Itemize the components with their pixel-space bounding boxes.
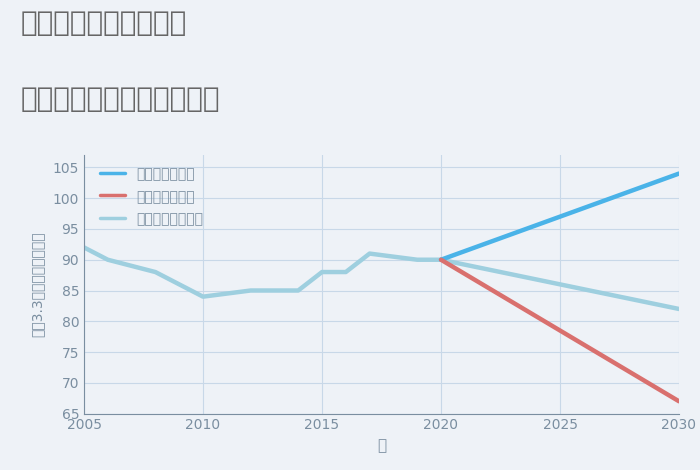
Text: 中古マンションの価格推移: 中古マンションの価格推移 xyxy=(21,85,221,113)
ノーマルシナリオ xyxy=(556,282,564,287)
ノーマルシナリオ xyxy=(437,257,445,263)
Y-axis label: 坪（3.3㎡）単価（万円）: 坪（3.3㎡）単価（万円） xyxy=(30,232,44,337)
X-axis label: 年: 年 xyxy=(377,438,386,453)
Text: 三重県名張市上八町の: 三重県名張市上八町の xyxy=(21,9,188,38)
バッドシナリオ xyxy=(675,399,683,404)
グッドシナリオ xyxy=(556,214,564,219)
バッドシナリオ xyxy=(556,328,564,333)
グッドシナリオ xyxy=(675,171,683,176)
ノーマルシナリオ xyxy=(675,306,683,312)
Line: バッドシナリオ: バッドシナリオ xyxy=(441,260,679,401)
バッドシナリオ xyxy=(437,257,445,263)
Legend: グッドシナリオ, バッドシナリオ, ノーマルシナリオ: グッドシナリオ, バッドシナリオ, ノーマルシナリオ xyxy=(97,164,206,229)
Line: グッドシナリオ: グッドシナリオ xyxy=(441,173,679,260)
Line: ノーマルシナリオ: ノーマルシナリオ xyxy=(441,260,679,309)
グッドシナリオ xyxy=(437,257,445,263)
